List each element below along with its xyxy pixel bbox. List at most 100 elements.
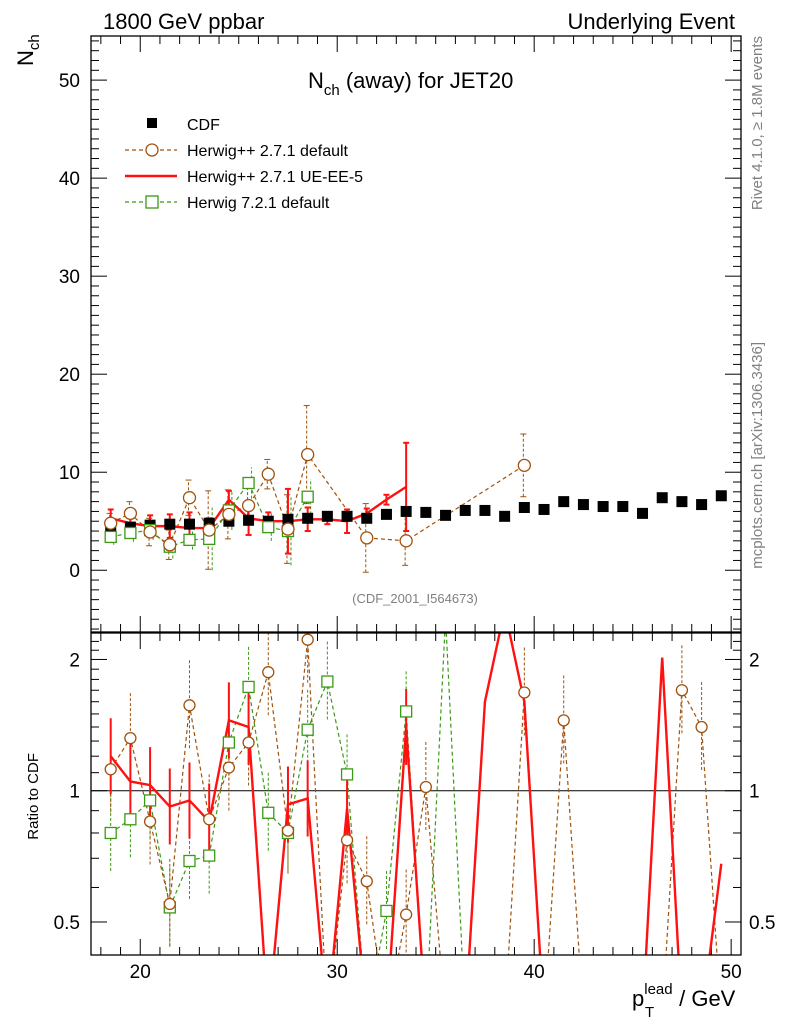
x-tick-label: 20: [130, 962, 151, 983]
herwigpp-default-point: [202, 523, 216, 537]
cdf-point: [577, 499, 589, 511]
ratio-herwigpp-default-point: [340, 834, 354, 847]
ratio-panel-frame: [90, 632, 742, 956]
ratio-tick-label-right: 2: [749, 650, 760, 671]
main-y-axis-label: Nch: [13, 34, 43, 66]
herwigpp-default-point: [241, 498, 256, 513]
herwig7-point: [242, 476, 255, 490]
legend-cdf-marker: [147, 118, 157, 128]
herwig7-point: [183, 533, 196, 547]
legend-h7-label: Herwig 7.2.1 default: [187, 195, 330, 212]
svg-text:Nch: Nch: [13, 34, 43, 66]
herwigpp-default-point: [517, 458, 531, 473]
x-label-sup: lead: [644, 981, 672, 998]
cdf-point: [440, 509, 452, 521]
header-right: Underlying Event: [567, 9, 735, 34]
cdf-point: [183, 518, 195, 530]
chart-title: Nch (away) for JET20: [308, 68, 513, 99]
cdf-point: [361, 512, 373, 524]
cdf-point: [459, 504, 471, 516]
ratio-herwigpp-default-point: [104, 763, 117, 776]
legend: CDF Herwig++ 2.7.1 default Herwig++ 2.7.…: [125, 117, 363, 212]
cdf-point: [243, 514, 255, 526]
ratio-herwigpp-default-point: [301, 633, 314, 646]
ratio-tick-label-right: 0.5: [749, 913, 775, 934]
y-label-main: N: [13, 50, 38, 66]
cdf-point: [499, 510, 511, 522]
ratio-panel: 20 30 40 50 0.5 0.5 1 1 2 2 Ratio to CDF plead T /…: [25, 632, 775, 1021]
cdf-point: [321, 510, 333, 522]
x-label-rest: / GeV: [673, 986, 736, 1011]
cdf-point: [617, 501, 629, 513]
herwigpp-default-point: [143, 525, 157, 539]
main-panel-ticks: [91, 36, 741, 632]
legend-hpp-default-label: Herwig++ 2.7.1 default: [187, 143, 349, 160]
herwig7-point: [301, 490, 314, 503]
ratio-herwig7-point: [301, 723, 314, 736]
title-main: N: [308, 68, 324, 93]
ratio-herwig7-point: [203, 849, 216, 862]
cdf-point: [696, 499, 708, 511]
cdf-point: [380, 508, 392, 520]
y-label-sub: ch: [26, 34, 43, 50]
y-tick-label: 10: [59, 463, 80, 484]
herwigpp-default-point: [182, 491, 197, 505]
ratio-herwigpp-default-point: [400, 908, 413, 921]
cdf-point: [637, 507, 649, 519]
herwigpp-ue-line: [110, 485, 407, 530]
y-tick-label: 40: [59, 169, 80, 190]
analysis-watermark: (CDF_2001_I564673): [352, 591, 478, 606]
y-tick-label: 30: [59, 267, 80, 288]
mcplots-label: mcplots.cern.ch [arXiv:1306.3436]: [749, 342, 766, 569]
legend-cdf-label: CDF: [187, 117, 220, 134]
legend-hpp-ue-label: Herwig++ 2.7.1 UE-EE-5: [187, 169, 363, 186]
y-tick-label: 0: [69, 561, 80, 582]
cdf-point: [420, 506, 432, 518]
herwigpp-default-point: [301, 447, 315, 462]
ratio-herwig7-point: [262, 806, 275, 819]
cdf-point: [164, 518, 176, 530]
ratio-herwig7-point: [124, 813, 137, 826]
ratio-herwigpp-default-point: [518, 686, 531, 699]
y-tick-label: 20: [59, 365, 80, 386]
ratio-herwigpp-default-point: [419, 780, 432, 794]
ratio-tick-label: 0.5: [54, 913, 80, 934]
herwigpp-default-line: [110, 453, 525, 546]
ratio-y-axis-label: Ratio to CDF: [25, 753, 42, 840]
main-panel: 0 10 20 30 40 50 Nch Nch (away) for JET20 CDF…: [13, 34, 742, 633]
ratio-herwigpp-default-line: [110, 639, 718, 955]
ratio-tick-label: 1: [69, 782, 80, 803]
rivet-label: Rivet 4.1.0, ≥ 1.8M events: [749, 36, 766, 210]
y-tick-label: 50: [59, 71, 80, 92]
legend-h7-marker: [145, 195, 159, 209]
ratio-herwig7-point: [104, 826, 117, 840]
ratio-panel-data: [91, 633, 741, 955]
ratio-tick-label: 2: [69, 650, 80, 671]
cdf-point: [302, 512, 314, 524]
ratio-herwigpp-default-point: [675, 684, 689, 697]
herwigpp-default-point: [360, 531, 374, 545]
ratio-herwig7-point: [400, 705, 413, 718]
herwig7-point: [262, 520, 275, 534]
ratio-herwigpp-default-point: [124, 732, 137, 745]
ratio-herwigpp-default-point: [143, 815, 157, 828]
cdf-point: [223, 515, 235, 527]
x-tick-label: 50: [721, 962, 742, 983]
cdf-point: [203, 517, 215, 529]
ratio-herwigpp-default-point: [222, 761, 236, 774]
herwigpp-default-point: [261, 467, 275, 481]
cdf-point: [479, 504, 491, 516]
main-panel-tick-labels: 0 10 20 30 40 50: [59, 71, 80, 582]
herwigpp-default-point: [222, 507, 236, 522]
herwigpp-default-point: [163, 538, 177, 552]
cdf-point: [282, 513, 294, 525]
title-sub: ch: [324, 82, 340, 99]
ratio-herwig7-point: [340, 768, 354, 781]
cdf-point: [341, 510, 353, 522]
cdf-point: [558, 496, 570, 508]
x-tick-label: 40: [524, 962, 545, 983]
header-left: 1800 GeV ppbar: [103, 9, 264, 34]
ratio-herwigpp-default-point: [695, 720, 708, 734]
legend-hpp-default-marker: [145, 143, 159, 157]
ratio-herwig7-point: [183, 854, 196, 868]
